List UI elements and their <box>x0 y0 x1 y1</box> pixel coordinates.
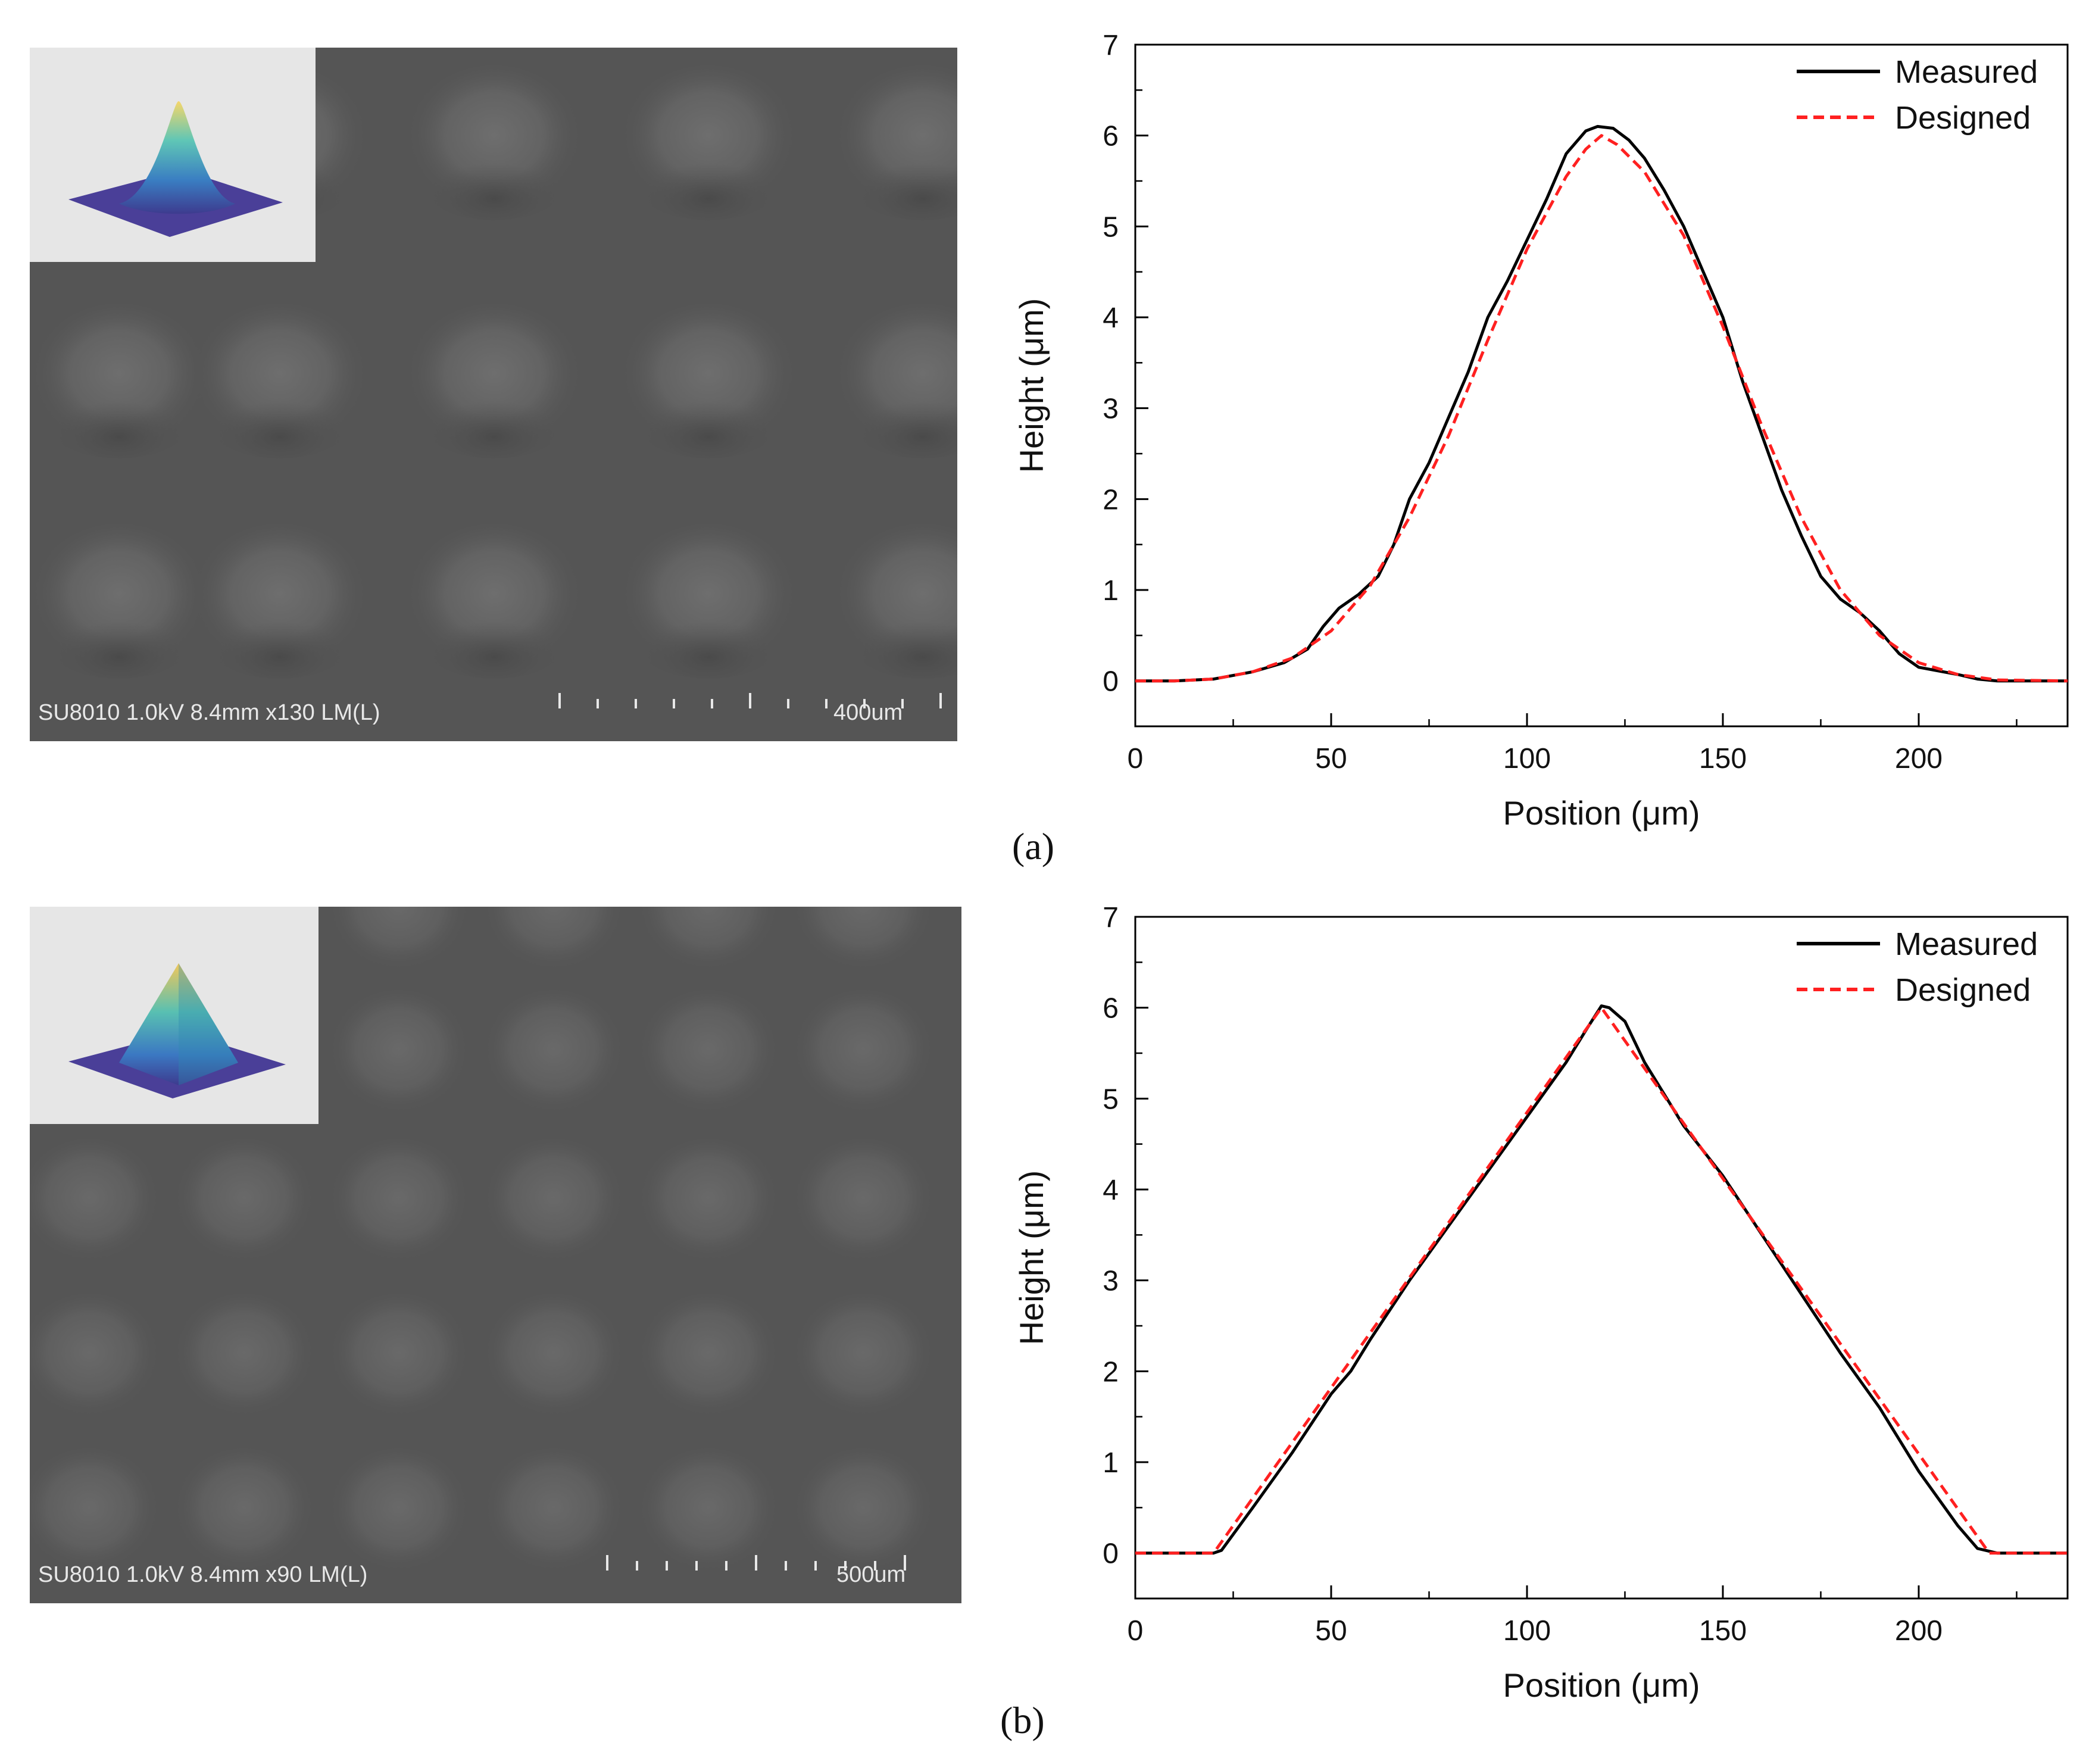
sem-image-b: SU8010 1.0kV 8.4mm x90 LM(L) 500um <box>30 907 961 1603</box>
chart-a: 0 50 100 150 200 0 1 2 3 4 5 6 7 Position (μm) Height … <box>982 24 2084 857</box>
y-tick-label: 4 <box>1103 302 1119 334</box>
sem-image-a: SU8010 1.0kV 8.4mm x130 LM(L) 400um <box>30 48 957 741</box>
series-line-designed <box>1135 134 2068 683</box>
sem-bump-shadow <box>48 607 191 679</box>
plot-frame <box>1134 43 2069 728</box>
sem-bump <box>792 1294 935 1425</box>
sem-bump-shadow <box>851 387 957 458</box>
legend-label-designed: Designed <box>1895 100 2031 136</box>
sem-bump <box>792 1448 935 1579</box>
sem-bump <box>482 907 625 978</box>
sem-bump-shadow <box>423 149 566 220</box>
x-tick-label: 200 <box>1895 743 1943 775</box>
sem-surface-b <box>30 907 935 1579</box>
y-tick-label: 0 <box>1103 1538 1119 1570</box>
y-tick-label: 3 <box>1103 1266 1119 1297</box>
y-axis-label: Height (μm) <box>1013 298 1050 473</box>
y-tick-label: 2 <box>1103 484 1119 516</box>
inset-3d-model-b <box>30 907 318 1124</box>
x-tick-label: 150 <box>1699 743 1747 775</box>
sem-bump <box>173 1139 316 1270</box>
sem-scale-ticks-b <box>606 1555 906 1571</box>
legend-label-measured: Measured <box>1895 54 2038 90</box>
legend-label-designed: Designed <box>1895 972 2031 1008</box>
sem-bump <box>637 1294 780 1425</box>
sem-bump <box>482 990 625 1121</box>
y-tick-label: 6 <box>1103 993 1119 1025</box>
y-axis-label: Height (μm) <box>1013 1170 1050 1345</box>
y-tick-label: 1 <box>1103 575 1119 607</box>
sem-bump-shadow <box>423 607 566 679</box>
y-tick-label: 7 <box>1103 30 1119 61</box>
sem-bump-shadow <box>851 149 957 220</box>
chart-svg-a: 0 50 100 150 200 0 1 2 3 4 5 6 7 Position (μm) Height … <box>1013 30 2069 832</box>
y-tick-label: 4 <box>1103 1175 1119 1206</box>
plot-frame <box>1134 916 2069 1600</box>
sem-bump <box>792 907 935 978</box>
sem-scale-label-a: 400um <box>833 700 903 725</box>
gaussian-bump-3d-icon <box>68 101 283 237</box>
y-tick-label: 5 <box>1103 211 1119 243</box>
x-axis-label: Position (μm) <box>1503 794 1700 832</box>
sem-caption-a: SU8010 1.0kV 8.4mm x130 LM(L) <box>38 700 380 725</box>
x-tick-label: 50 <box>1315 1615 1347 1647</box>
sem-bump-shadow <box>208 387 351 458</box>
sem-surface-a <box>30 65 957 679</box>
chart-svg-b: 0 50 100 150 200 0 1 2 3 4 5 6 7 Position (μm) Height … <box>1013 902 2069 1704</box>
x-tick-label: 100 <box>1503 743 1551 775</box>
x-tick-label: 200 <box>1895 1615 1943 1647</box>
sem-bump <box>30 1139 161 1270</box>
sem-bump-shadow <box>423 387 566 458</box>
x-tick-label: 0 <box>1128 1615 1144 1647</box>
sem-scale-label-b: 500um <box>836 1562 906 1587</box>
pyramid-3d-icon <box>68 963 286 1098</box>
sem-bump <box>637 990 780 1121</box>
legend-label-measured: Measured <box>1895 926 2038 962</box>
y-tick-label: 1 <box>1103 1447 1119 1479</box>
sem-bump-shadow <box>851 607 957 679</box>
sem-bump <box>327 907 470 978</box>
sem-bump <box>792 990 935 1121</box>
sem-bump-shadow <box>637 387 780 458</box>
y-tick-label: 0 <box>1103 666 1119 698</box>
sem-bump <box>30 1294 161 1425</box>
y-tick-label: 3 <box>1103 394 1119 425</box>
sem-bump <box>327 1139 470 1270</box>
sem-bump-shadow <box>637 607 780 679</box>
series-line-designed <box>1135 1006 2068 1555</box>
sem-bump <box>637 1448 780 1579</box>
sem-bump <box>30 1448 161 1579</box>
sem-bump <box>482 1294 625 1425</box>
y-tick-label: 6 <box>1103 121 1119 152</box>
sem-bump-shadow <box>208 607 351 679</box>
series-line-measured <box>1135 124 2068 683</box>
sem-bump-shadow <box>637 149 780 220</box>
series-line-measured <box>1135 1004 2068 1555</box>
sem-bump <box>327 1448 470 1579</box>
sem-bump <box>327 1294 470 1425</box>
y-tick-label: 7 <box>1103 902 1119 933</box>
sem-bump <box>173 1448 316 1579</box>
sem-bump <box>482 1448 625 1579</box>
panel-label-b: (b) <box>1000 1699 1045 1741</box>
sem-bump <box>792 1139 935 1270</box>
sem-bump-shadow <box>48 387 191 458</box>
chart-b: 0 50 100 150 200 0 1 2 3 4 5 6 7 Position (μm) Height … <box>982 896 2084 1729</box>
sem-bump <box>482 1139 625 1270</box>
y-tick-label: 2 <box>1103 1356 1119 1388</box>
x-tick-label: 100 <box>1503 1615 1551 1647</box>
x-tick-label: 150 <box>1699 1615 1747 1647</box>
sem-bump <box>327 990 470 1121</box>
sem-scale-ticks-a <box>558 693 942 708</box>
sem-bump <box>173 1294 316 1425</box>
sem-bump <box>637 1139 780 1270</box>
panel-label-a: (a) <box>1012 825 1055 867</box>
x-axis-label: Position (μm) <box>1503 1666 1700 1704</box>
sem-caption-b: SU8010 1.0kV 8.4mm x90 LM(L) <box>38 1562 368 1587</box>
sem-bump <box>637 907 780 978</box>
inset-3d-model-a <box>30 48 316 262</box>
x-tick-label: 0 <box>1128 743 1144 775</box>
x-tick-label: 50 <box>1315 743 1347 775</box>
y-tick-label: 5 <box>1103 1084 1119 1115</box>
